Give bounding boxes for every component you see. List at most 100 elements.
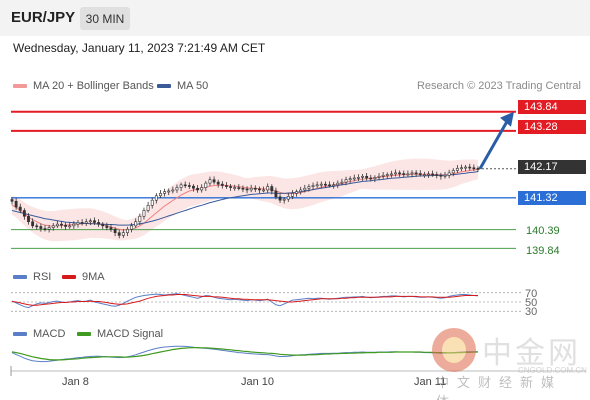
legend-macd-label: MACD bbox=[33, 328, 66, 340]
candle bbox=[84, 218, 88, 227]
candle bbox=[163, 188, 167, 197]
candle bbox=[340, 178, 344, 186]
candle bbox=[72, 221, 76, 229]
candle bbox=[394, 169, 397, 177]
forecast-arrow bbox=[478, 111, 514, 170]
candle-body bbox=[447, 172, 451, 176]
macd-line bbox=[11, 345, 478, 363]
candle bbox=[422, 171, 426, 178]
candle-body bbox=[225, 185, 228, 187]
ma50-swatch bbox=[157, 84, 171, 88]
legend-macd-signal: MACD Signal bbox=[77, 328, 163, 340]
candle bbox=[101, 222, 105, 230]
candle-body bbox=[113, 228, 117, 233]
candle-body bbox=[101, 223, 105, 227]
candle-body bbox=[340, 181, 344, 184]
macd-swatch bbox=[13, 332, 27, 336]
candle bbox=[447, 169, 451, 179]
candle bbox=[418, 170, 422, 177]
candle-body bbox=[377, 175, 381, 178]
candle-body bbox=[142, 210, 146, 217]
candle bbox=[142, 207, 146, 220]
candle bbox=[410, 170, 414, 178]
rsi-pane bbox=[11, 292, 522, 312]
level-tag-143-28: 143.28 bbox=[518, 120, 586, 134]
candle-body bbox=[220, 183, 224, 186]
candle bbox=[361, 174, 364, 181]
price-levels bbox=[11, 110, 516, 249]
candle-body bbox=[229, 186, 232, 188]
candle-body bbox=[154, 195, 158, 201]
candle bbox=[398, 170, 402, 177]
candle-body bbox=[460, 167, 463, 170]
x-tick-jan10: Jan 10 bbox=[241, 376, 275, 388]
candle bbox=[431, 170, 435, 177]
candle-body bbox=[27, 215, 30, 223]
candle-body bbox=[427, 173, 430, 176]
macd-signal-line bbox=[11, 347, 478, 361]
x-axis bbox=[10, 366, 586, 376]
candle bbox=[476, 166, 480, 173]
candle-body bbox=[286, 196, 290, 200]
candle-body bbox=[72, 223, 76, 227]
candle bbox=[216, 179, 220, 188]
candle-body bbox=[464, 166, 468, 169]
candle bbox=[460, 164, 463, 172]
candle bbox=[225, 182, 228, 189]
legend-macd-signal-label: MACD Signal bbox=[97, 328, 164, 340]
candle-body bbox=[183, 184, 187, 187]
candle bbox=[134, 218, 138, 229]
candle bbox=[365, 172, 369, 181]
legend-ma50: MA 50 bbox=[157, 80, 208, 92]
x-tick-jan8: Jan 8 bbox=[62, 376, 89, 388]
candle bbox=[286, 193, 290, 202]
candle-body bbox=[84, 221, 88, 224]
candle bbox=[187, 182, 191, 190]
candle-body bbox=[323, 183, 327, 186]
candle-body bbox=[262, 189, 265, 192]
candle-body bbox=[385, 174, 389, 176]
candle-body bbox=[68, 225, 72, 228]
candle-body bbox=[200, 187, 204, 191]
timeframe-button[interactable]: 30 MIN bbox=[80, 7, 130, 30]
candle-body bbox=[179, 184, 183, 188]
candle bbox=[171, 186, 175, 194]
candle-body bbox=[410, 172, 414, 175]
candle bbox=[414, 170, 418, 177]
macd-signal-swatch bbox=[77, 332, 91, 336]
candle bbox=[154, 193, 158, 204]
candle bbox=[175, 184, 179, 193]
candle bbox=[451, 168, 455, 177]
candle bbox=[64, 222, 68, 230]
candle bbox=[229, 183, 232, 191]
candle-body bbox=[171, 189, 175, 192]
candle-body bbox=[167, 190, 171, 193]
candle bbox=[138, 213, 142, 226]
candle bbox=[291, 190, 294, 200]
candle-body bbox=[381, 174, 385, 177]
level-tag-142-17: 142.17 bbox=[518, 160, 586, 174]
candle bbox=[212, 176, 216, 185]
candle bbox=[200, 184, 204, 193]
candle-body bbox=[47, 227, 51, 230]
candle-body bbox=[51, 225, 55, 228]
candle bbox=[220, 181, 224, 189]
candle bbox=[258, 186, 261, 194]
candle bbox=[295, 189, 298, 197]
candle-body bbox=[352, 177, 356, 180]
candle-body bbox=[126, 228, 129, 233]
candle bbox=[266, 183, 270, 193]
candle bbox=[88, 218, 92, 226]
candle-body bbox=[109, 227, 113, 230]
candle bbox=[427, 171, 430, 178]
candle-body bbox=[451, 170, 455, 174]
candle bbox=[39, 223, 43, 232]
legend-rsi-ma: 9MA bbox=[62, 271, 105, 283]
candle bbox=[443, 171, 447, 179]
candle-body bbox=[216, 181, 220, 185]
candle bbox=[117, 229, 121, 239]
rsi-tick-30: 30 bbox=[525, 306, 538, 318]
candle bbox=[253, 185, 257, 193]
candle-body bbox=[55, 223, 59, 227]
